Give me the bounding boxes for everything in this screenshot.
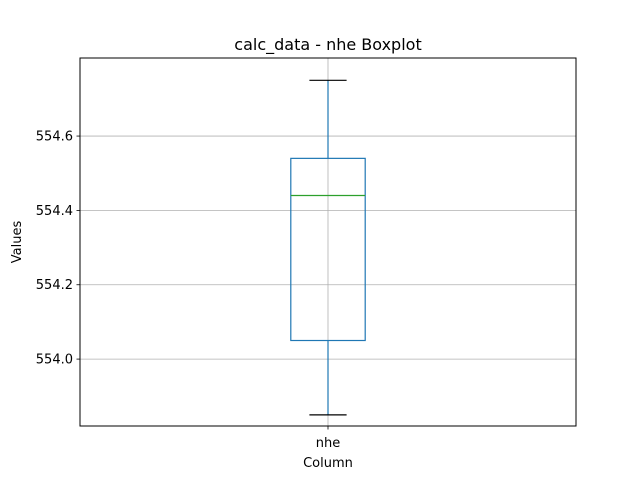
box-iqr	[290, 157, 366, 342]
x-axis-label: Column	[303, 456, 353, 471]
y-tick-label: 554.2	[36, 278, 73, 293]
plot-marks	[290, 79, 366, 416]
y-tick-label: 554.4	[36, 204, 73, 219]
y-axis-label: Values	[10, 221, 25, 264]
chart-title: calc_data - nhe Boxplot	[234, 35, 421, 55]
x-tick-label: nhe	[316, 436, 340, 451]
y-tick-label: 554.0	[36, 353, 73, 368]
axis-ticks: 554.0 554.2 554.4 554.6 nhe	[36, 130, 340, 451]
y-tick-label: 554.6	[36, 130, 73, 145]
